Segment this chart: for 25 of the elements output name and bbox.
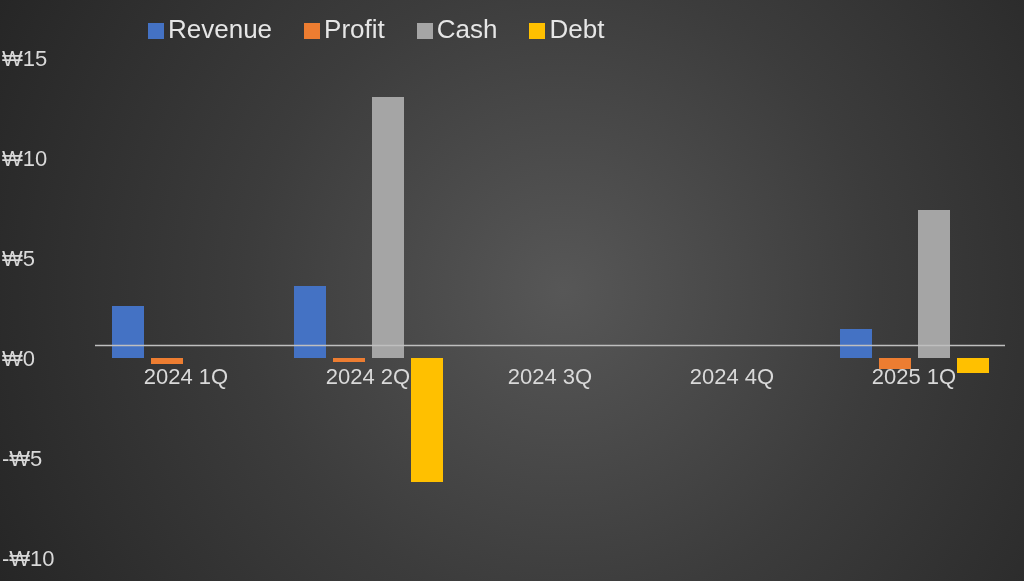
y-tick-label: ₩0 (2, 345, 35, 371)
bar (151, 358, 183, 364)
bar (411, 358, 443, 482)
bar (372, 97, 404, 358)
bar (840, 329, 872, 358)
x-tick-label: 2024 2Q (325, 363, 411, 389)
legend-label: Profit (324, 14, 385, 44)
x-tick-label: 2024 4Q (689, 363, 775, 389)
legend-label: Debt (549, 14, 605, 44)
bar (879, 358, 911, 369)
x-tick-label: 2024 3Q (507, 363, 593, 389)
x-tick-label: 2024 1Q (143, 363, 229, 389)
x-tick-label: 2025 1Q (871, 363, 957, 389)
y-tick-label: ₩15 (2, 45, 48, 71)
y-tick-label: -₩10 (2, 545, 55, 571)
legend-label: Cash (436, 14, 498, 44)
bar (918, 210, 950, 358)
bar (333, 358, 365, 362)
y-tick-label: ₩10 (2, 145, 48, 171)
bar (957, 358, 989, 373)
y-tick-label: -₩5 (2, 445, 43, 471)
y-tick-label: ₩5 (2, 245, 35, 271)
legend-label: Revenue (168, 14, 273, 44)
bar (112, 306, 144, 358)
bar (294, 286, 326, 358)
